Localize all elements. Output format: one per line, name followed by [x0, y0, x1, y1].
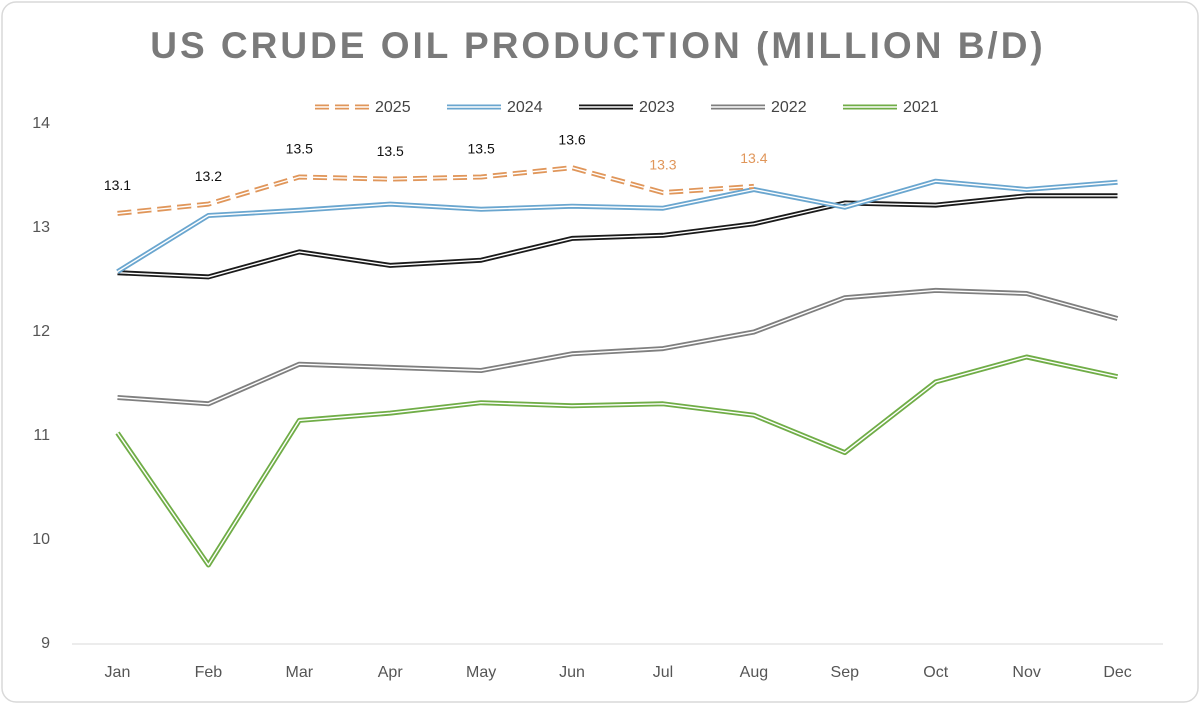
y-tick-label: 14 — [32, 115, 50, 132]
data-label: 13.5 — [286, 141, 313, 157]
legend-label: 2025 — [375, 99, 411, 116]
legend-label: 2021 — [903, 99, 939, 116]
series-line-inner — [117, 289, 1118, 405]
series-line-inner — [117, 195, 1118, 278]
data-label: 13.3 — [649, 156, 676, 172]
x-tick-label: Jan — [105, 664, 131, 681]
data-label: 13.6 — [558, 131, 585, 147]
x-tick-label: Nov — [1012, 664, 1040, 681]
y-tick-label: 13 — [32, 219, 50, 236]
data-label: 13.5 — [468, 141, 495, 157]
series-line-inner — [116, 356, 1118, 566]
data-label: 13.4 — [740, 150, 767, 166]
y-tick-label: 10 — [32, 531, 50, 548]
x-tick-label: Sep — [831, 664, 860, 681]
y-tick-label: 9 — [41, 635, 50, 652]
legend-label: 2022 — [771, 99, 807, 116]
y-tick-label: 12 — [32, 323, 50, 340]
legend-label: 2024 — [507, 99, 543, 116]
x-tick-label: Feb — [195, 664, 223, 681]
chart-title: US CRUDE OIL PRODUCTION (MILLION B/D) — [150, 25, 1046, 66]
data-label: 13.1 — [104, 177, 131, 193]
data-label: 13.5 — [377, 143, 404, 159]
x-tick-label: Oct — [923, 664, 948, 681]
x-tick-label: May — [466, 664, 496, 681]
x-tick-label: Mar — [286, 664, 314, 681]
series-line-inner — [117, 167, 754, 215]
data-label: 13.2 — [195, 168, 222, 184]
x-tick-label: Apr — [378, 664, 404, 681]
y-tick-label: 11 — [33, 427, 50, 444]
x-tick-label: Aug — [740, 664, 768, 681]
x-tick-label: Dec — [1103, 664, 1131, 681]
x-tick-label: Jun — [559, 664, 585, 681]
series-line-inner — [117, 180, 1118, 273]
x-tick-label: Jul — [653, 664, 673, 681]
legend-label: 2023 — [639, 99, 675, 116]
